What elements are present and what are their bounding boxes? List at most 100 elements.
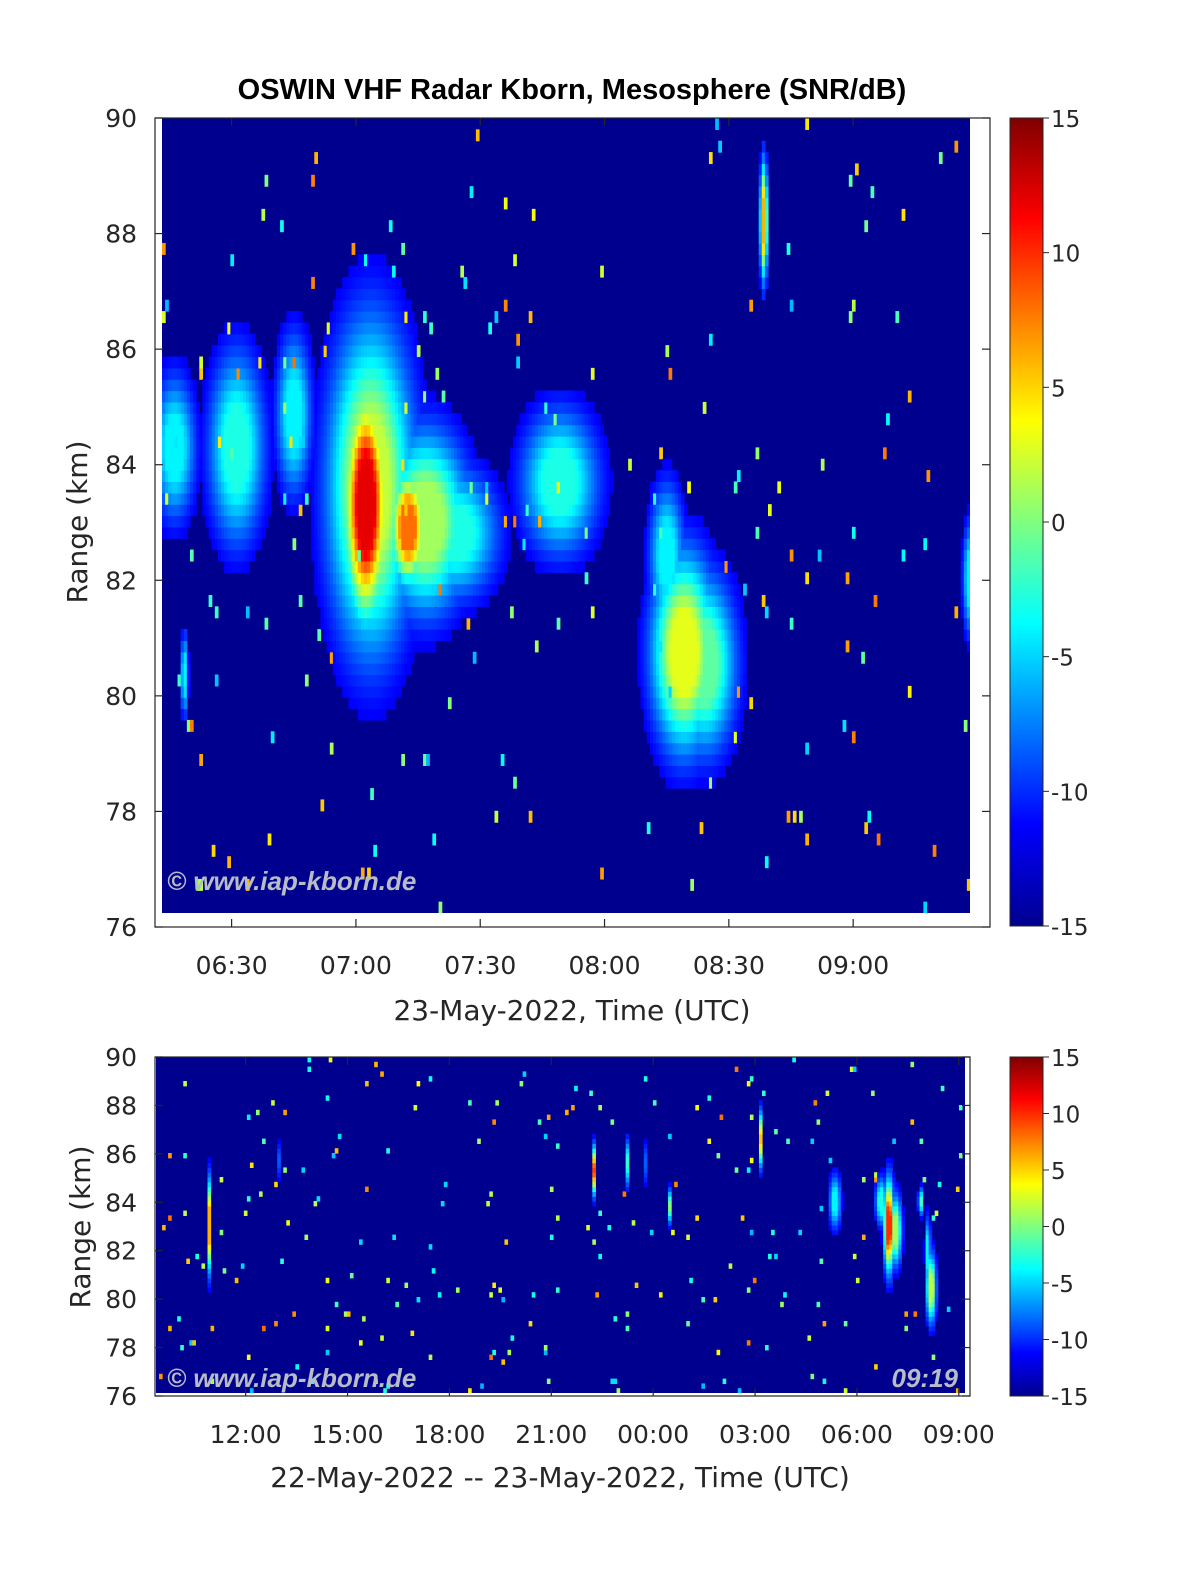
- heatmap-cell: [413, 424, 418, 437]
- heatmap-cell: [386, 1148, 390, 1154]
- heatmap-cell: [690, 754, 695, 766]
- heatmap-cell: [407, 436, 412, 448]
- heatmap-cell: [329, 515, 334, 528]
- heatmap-cell: [883, 1244, 887, 1250]
- heatmap-cell: [466, 549, 471, 562]
- heatmap-cell: [556, 515, 561, 528]
- heatmap-cell: [764, 152, 769, 165]
- heatmap-cell: [308, 345, 312, 358]
- heatmap-cell: [249, 458, 253, 471]
- heatmap-cell: [566, 526, 570, 539]
- heatmap-cell: [382, 572, 387, 585]
- heatmap-cell: [242, 401, 247, 414]
- heatmap-cell: [463, 424, 468, 437]
- heatmap-cell: [690, 629, 695, 642]
- heatmap-cell: [758, 231, 763, 244]
- heatmap-cell: [221, 538, 225, 551]
- heatmap-cell: [388, 697, 393, 710]
- heatmap-cell: [668, 492, 673, 505]
- heatmap-cell: [270, 390, 275, 403]
- heatmap-cell: [407, 413, 412, 426]
- heatmap-cell: [825, 1090, 830, 1096]
- heatmap-cell: [834, 1215, 839, 1221]
- heatmap-cell: [665, 731, 670, 744]
- heatmap-cell: [283, 458, 287, 471]
- heatmap-cell: [295, 345, 300, 358]
- heatmap-cell: [662, 640, 667, 653]
- heatmap-cell: [699, 572, 704, 585]
- heatmap-cell: [690, 640, 695, 653]
- heatmap-cell: [261, 436, 266, 448]
- heatmap-cell: [398, 685, 402, 698]
- heatmap-cell: [395, 685, 399, 698]
- heatmap-cell: [758, 1133, 763, 1140]
- heatmap-cell: [475, 595, 480, 607]
- heatmap-cell: [357, 356, 362, 369]
- heatmap-cell: [649, 572, 654, 585]
- heatmap-cell: [320, 560, 325, 573]
- heatmap-cell: [230, 447, 235, 460]
- heatmap-cell: [391, 606, 396, 619]
- heatmap-cell: [391, 390, 396, 403]
- heatmap-cell: [646, 651, 651, 664]
- heatmap-cell: [491, 538, 496, 551]
- heatmap-cell: [364, 515, 368, 528]
- heatmap-cell: [180, 390, 185, 403]
- heatmap-cell: [410, 447, 415, 460]
- heatmap-cell: [718, 640, 722, 653]
- heatmap-cell: [684, 572, 688, 585]
- heatmap-cell: [286, 322, 291, 335]
- heatmap-cell: [348, 367, 353, 380]
- heatmap-cell: [304, 413, 309, 426]
- heatmap-cell: [597, 504, 601, 517]
- heatmap-cell: [162, 413, 166, 426]
- heatmap-cell: [398, 583, 402, 596]
- heatmap-cell: [566, 538, 570, 551]
- heatmap-cell: [702, 560, 707, 573]
- heatmap-cell: [311, 458, 315, 471]
- heatmap-cell: [193, 424, 197, 437]
- heatmap-cell: [721, 617, 726, 630]
- heatmap-cell: [379, 606, 384, 619]
- heatmap-cell: [261, 492, 266, 505]
- heatmap-cell: [503, 560, 508, 573]
- heatmap-cell: [597, 413, 601, 426]
- heatmap-cell: [687, 583, 691, 596]
- heatmap-cell: [475, 481, 480, 494]
- heatmap-cell: [597, 492, 601, 505]
- heatmap-cell: [407, 311, 412, 324]
- heatmap-cell: [230, 413, 235, 426]
- heatmap-cell: [249, 526, 253, 539]
- heatmap-cell: [497, 549, 502, 562]
- heatmap-cell: [460, 595, 465, 607]
- heatmap-cell: [491, 572, 496, 585]
- heatmap-cell: [261, 526, 266, 539]
- heatmap-cell: [600, 458, 604, 471]
- heatmap-cell: [270, 731, 275, 744]
- heatmap-cell: [687, 765, 691, 778]
- heatmap-cell: [590, 492, 595, 505]
- heatmap-cell: [391, 470, 396, 483]
- heatmap-cell: [227, 424, 231, 437]
- heatmap-cell: [653, 640, 657, 653]
- heatmap-cell: [236, 333, 241, 346]
- heatmap-cell: [326, 401, 331, 414]
- heatmap-cell: [646, 629, 651, 642]
- heatmap-cell: [286, 401, 291, 414]
- heatmap-cell: [761, 152, 766, 165]
- heatmap-cell: [715, 663, 719, 676]
- heatmap-cell: [242, 413, 247, 426]
- heatmap-cell: [379, 367, 384, 380]
- heatmap-cell: [320, 515, 325, 528]
- heatmap-cell: [740, 708, 744, 721]
- heatmap-cell: [702, 742, 707, 755]
- heatmap-cell: [373, 288, 378, 301]
- heatmap-cell: [373, 254, 378, 267]
- heatmap-cell: [590, 481, 595, 494]
- heatmap-cell: [457, 504, 461, 517]
- heatmap-cell: [482, 526, 486, 539]
- heatmap-cell: [314, 481, 318, 494]
- heatmap-cell: [904, 1311, 909, 1317]
- y-tick-label: 86: [105, 335, 137, 364]
- heatmap-cell: [280, 492, 284, 505]
